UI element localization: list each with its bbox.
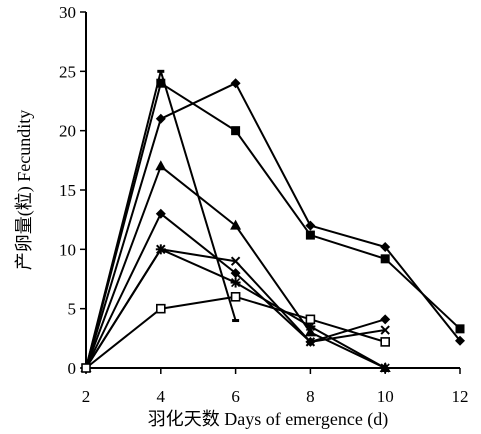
series-line [85, 248, 386, 369]
x-tick-label: 12 [452, 387, 469, 406]
series [81, 291, 391, 373]
data-point [380, 254, 390, 264]
data-point [155, 208, 166, 219]
data-point [455, 335, 465, 346]
series-line [85, 82, 461, 369]
data-point [230, 291, 241, 302]
y-tick-label: 10 [59, 240, 76, 259]
y-tick-label: 30 [59, 3, 76, 22]
x-axis-title: 羽化天数 Days of emergence (d) [148, 409, 389, 430]
data-point [380, 337, 391, 347]
axes [85, 12, 460, 369]
x-tick-label: 2 [82, 387, 91, 406]
data-point [380, 314, 391, 325]
x-tick-label: 10 [377, 387, 394, 406]
series [80, 160, 391, 372]
data-point [380, 363, 391, 373]
data-point [230, 256, 241, 266]
data-point [156, 78, 166, 88]
data-point [305, 314, 316, 325]
data-point [157, 69, 165, 73]
series-line [85, 82, 461, 369]
data-point [230, 277, 241, 288]
y-tick-label: 5 [68, 300, 77, 319]
y-tick-label: 0 [68, 359, 77, 378]
series-line [85, 248, 386, 369]
data-point [305, 337, 316, 347]
series-layer [80, 69, 465, 373]
y-axis-title: 产卵量(粒) Fecundity [14, 110, 35, 270]
y-tick-label: 20 [59, 122, 76, 141]
data-point [155, 160, 167, 171]
data-point [232, 319, 240, 323]
data-point [455, 324, 465, 334]
data-point [380, 241, 391, 252]
data-point [380, 325, 390, 335]
x-tick-label: 6 [231, 387, 240, 406]
data-point [155, 113, 166, 124]
y-tick-label: 25 [59, 62, 76, 81]
data-point [81, 363, 91, 373]
series [81, 244, 390, 373]
ticks: 2 4 6 8 10 12 0 5 10 15 20 25 30 [59, 3, 469, 406]
x-tick-label: 8 [306, 387, 315, 406]
x-tick-label: 4 [157, 387, 166, 406]
data-point [230, 268, 241, 279]
data-point [156, 303, 166, 314]
data-point [230, 78, 241, 89]
y-tick-label: 15 [59, 181, 76, 200]
data-point [230, 219, 242, 230]
series-line [85, 212, 386, 369]
series [81, 244, 391, 373]
data-point [231, 126, 241, 136]
data-point [305, 220, 316, 231]
data-point [305, 230, 315, 240]
data-point [155, 244, 166, 255]
